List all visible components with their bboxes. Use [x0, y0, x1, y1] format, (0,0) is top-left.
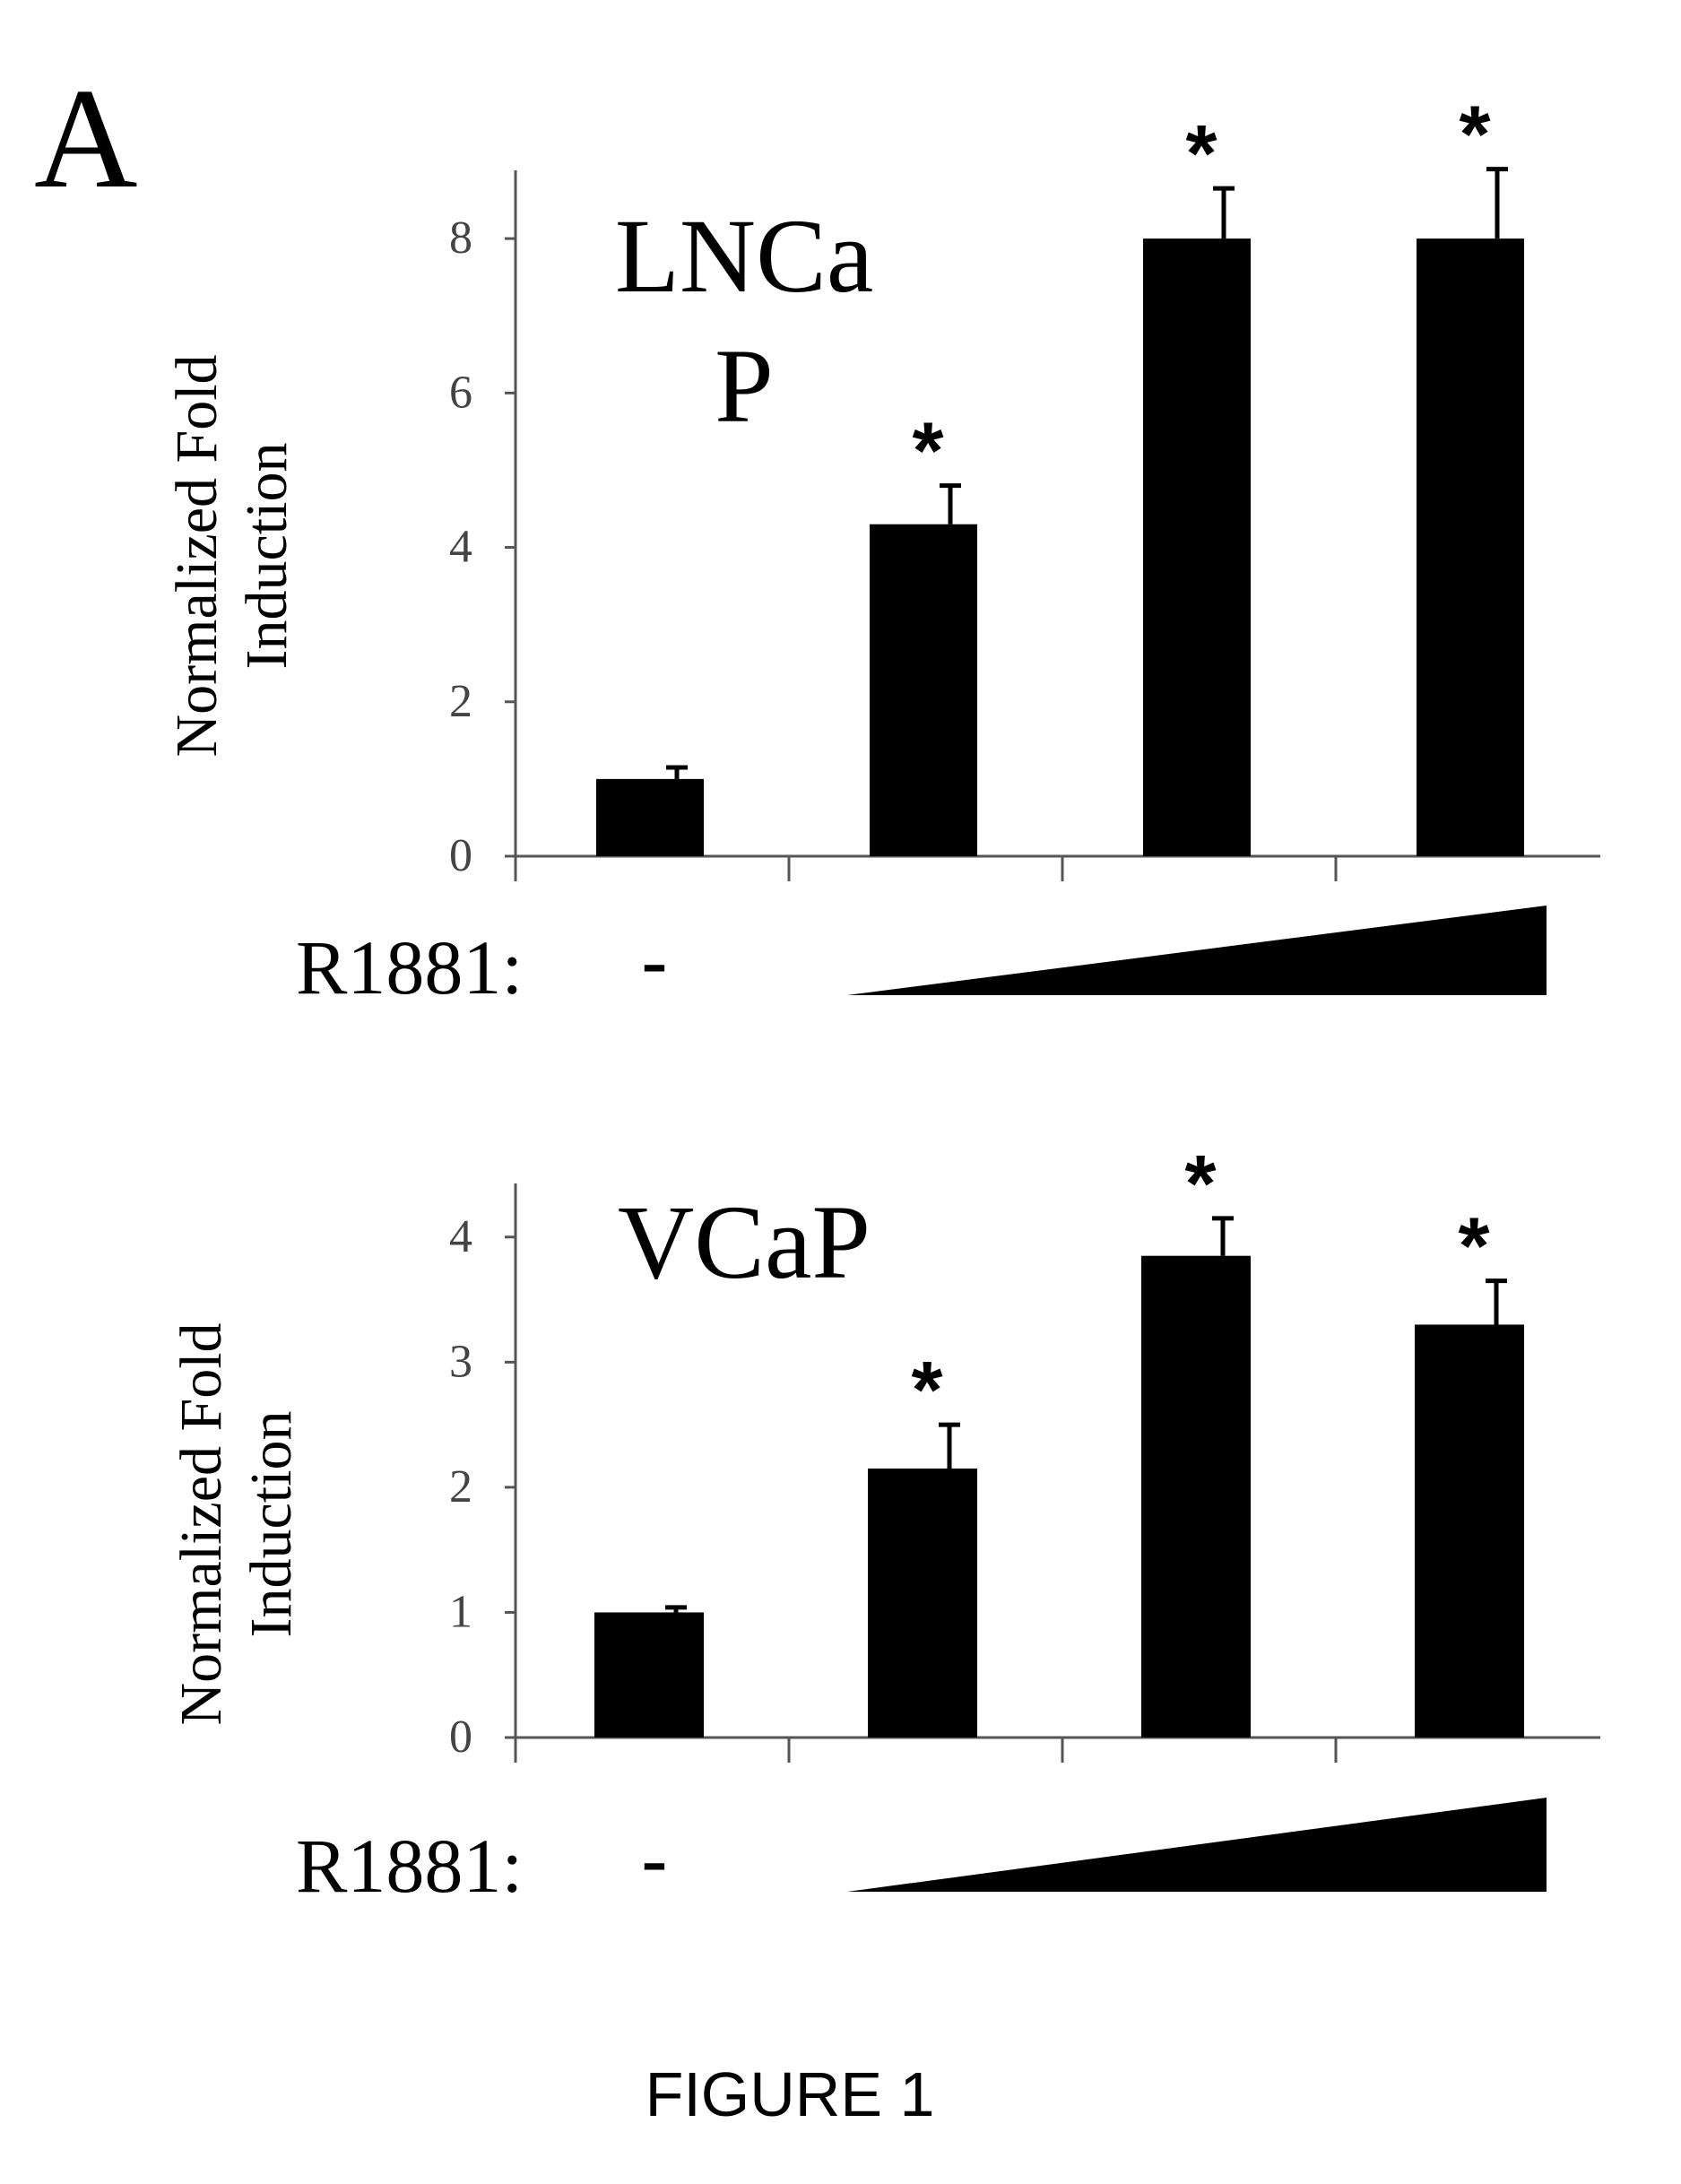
vcap-bar-0	[594, 1612, 704, 1738]
figure-caption: FIGURE 1	[646, 2059, 935, 2129]
vcap-y-axis-label-line-1: Induction	[238, 1411, 304, 1638]
figure-canvas: A 02468Normalized FoldInductionLNCaP***R…	[0, 0, 1681, 2184]
vcap-significance-3: *	[1458, 1202, 1489, 1292]
lncap-dose-wedge	[847, 906, 1547, 995]
vcap-bar-3	[1415, 1324, 1524, 1738]
lncap-treatment-negative: -	[642, 917, 668, 1003]
vcap-bar-1	[868, 1469, 977, 1738]
lncap-y-tick-label-4: 8	[449, 212, 472, 264]
vcap-title-line-0: VCaP	[618, 1183, 871, 1301]
vcap-y-tick-label-2: 2	[449, 1461, 472, 1512]
lncap-bar-0	[596, 779, 704, 856]
vcap-y-tick-label-4: 4	[449, 1211, 472, 1262]
lncap-bar-2	[1143, 238, 1251, 856]
lncap-y-tick-label-2: 4	[449, 522, 472, 573]
vcap-bar-2	[1141, 1256, 1251, 1738]
vcap-y-tick-label-3: 3	[449, 1336, 472, 1387]
panel-label: A	[34, 58, 138, 218]
lncap-title-line-0: LNCa	[615, 197, 873, 315]
lncap-y-tick-label-1: 2	[449, 676, 472, 727]
lncap-significance-3: *	[1459, 91, 1490, 180]
vcap-treatment-label: R1881:	[296, 1823, 523, 1909]
vcap-dose-wedge	[847, 1798, 1547, 1892]
lncap-significance-2: *	[1185, 109, 1217, 199]
lncap-y-axis-label: Normalized FoldInduction	[164, 354, 299, 757]
lncap-y-axis-label-line-1: Induction	[234, 443, 299, 670]
lncap-bar-1	[870, 524, 977, 856]
vcap-treatment-negative: -	[642, 1816, 668, 1902]
chart-vcap: 0 1 2 3 4 Normalized FoldInduction VCaP * * * R188…	[169, 1140, 1600, 1909]
lncap-y-tick-label-3: 6	[449, 367, 472, 418]
vcap-y-axis-label-line-0: Normalized Fold	[169, 1322, 234, 1725]
lncap-treatment-label: R1881:	[296, 924, 523, 1010]
vcap-y-tick-label-0: 0	[449, 1712, 472, 1763]
lncap-significance-1: *	[912, 407, 943, 497]
lncap-y-axis-label-line-0: Normalized Fold	[164, 354, 230, 757]
lncap-y-tick-label-0: 0	[449, 830, 472, 881]
vcap-significance-2: *	[1184, 1140, 1216, 1229]
vcap-y-axis-label: Normalized FoldInduction	[169, 1322, 304, 1725]
vcap-significance-1: *	[911, 1346, 942, 1435]
lncap-title-line-1: P	[715, 327, 774, 445]
lncap-bar-3	[1417, 238, 1524, 856]
vcap-y-tick-label-1: 1	[449, 1586, 472, 1637]
chart-lncap: 0 2 4 6 8 Normalized FoldInduction LNCa P * * * R18…	[164, 91, 1600, 1010]
